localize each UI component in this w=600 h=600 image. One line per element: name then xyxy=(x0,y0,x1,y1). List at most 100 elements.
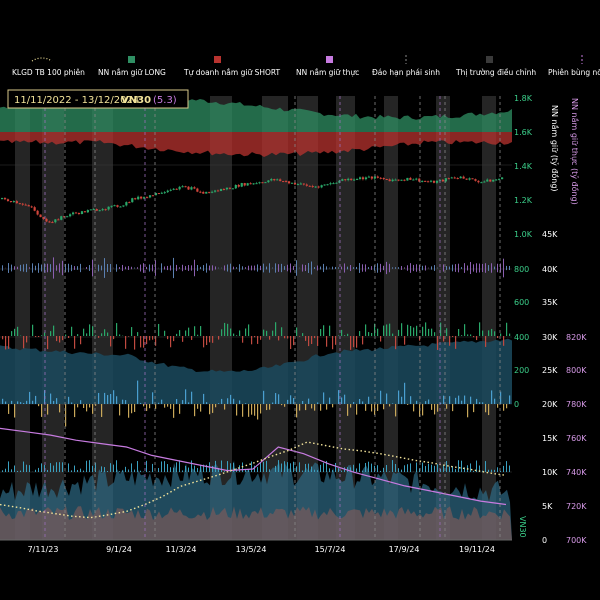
flow-bar xyxy=(296,466,297,472)
holding-tick-label: 10K xyxy=(542,468,558,477)
flow-bar xyxy=(53,257,54,279)
flow-bar xyxy=(206,336,208,345)
flow-bar xyxy=(239,264,240,272)
flow-bar xyxy=(128,266,129,270)
price-candle xyxy=(9,201,13,203)
price-candle xyxy=(199,191,202,193)
legend-label: NN nắm giữ LONG xyxy=(98,68,166,77)
flow-bar xyxy=(458,263,459,273)
flow-bar xyxy=(377,328,379,336)
flow-bar xyxy=(365,462,366,472)
flow-bar xyxy=(359,263,360,273)
flow-bar xyxy=(242,336,244,343)
flow-bar xyxy=(137,267,138,269)
price-candle xyxy=(237,184,240,187)
price-candle xyxy=(160,192,163,194)
flow-bars xyxy=(2,257,511,472)
flow-bar xyxy=(131,404,133,414)
price-candle xyxy=(287,181,291,184)
flow-bar xyxy=(482,330,484,336)
flow-bar xyxy=(332,266,333,270)
flow-bar xyxy=(500,391,502,404)
flow-bar xyxy=(239,330,241,336)
flow-bar xyxy=(368,332,370,336)
flow-bar xyxy=(17,326,19,336)
flow-bar xyxy=(407,265,408,271)
price-candle xyxy=(60,216,63,220)
flow-bar xyxy=(11,400,13,404)
flow-bar xyxy=(107,264,108,272)
flow-bar xyxy=(161,263,162,273)
flow-bar xyxy=(182,264,183,272)
flow-bar xyxy=(113,336,115,340)
flow-bar xyxy=(395,336,397,350)
flow-bar xyxy=(494,398,496,404)
flow-bar xyxy=(209,336,211,343)
legend-label: NN nắm giữ thực xyxy=(296,68,359,77)
price-candle xyxy=(353,179,356,181)
price-candle xyxy=(231,188,234,190)
flow-bar xyxy=(170,404,172,409)
flow-bar xyxy=(203,265,204,271)
header-frame xyxy=(7,89,189,109)
flow-bar xyxy=(233,333,235,336)
flow-bar xyxy=(314,267,315,269)
flow-bar xyxy=(170,467,171,472)
flow-bar xyxy=(485,336,487,347)
flow-bar xyxy=(95,462,96,472)
flow-bar xyxy=(458,329,460,336)
price-candle xyxy=(391,179,394,182)
flow-bar xyxy=(398,329,400,336)
flow-bar xyxy=(386,324,388,336)
flow-bar xyxy=(497,467,498,472)
flow-bar xyxy=(56,336,58,342)
flow-bar xyxy=(146,460,147,472)
flow-bar xyxy=(251,265,252,271)
price-candle xyxy=(285,181,288,183)
price-candle xyxy=(323,184,326,186)
flow-bar xyxy=(320,464,321,472)
flow-bar xyxy=(320,266,321,270)
price-candle xyxy=(276,179,279,181)
price-candle xyxy=(382,178,385,180)
flow-bar xyxy=(137,332,139,336)
price-candle xyxy=(219,189,223,192)
flow-bar xyxy=(116,396,118,404)
legend-swatch xyxy=(326,56,333,63)
flow-bar xyxy=(26,464,27,472)
flow-bar xyxy=(461,335,463,336)
flow-bar xyxy=(308,336,310,347)
flow-bar xyxy=(176,264,177,272)
flow-bar xyxy=(17,470,18,472)
volume-axis-title: VN30 xyxy=(518,516,527,538)
flow-bar xyxy=(74,465,75,472)
flow-bar xyxy=(386,464,387,472)
flow-bar xyxy=(434,404,436,415)
flow-bar xyxy=(8,404,10,414)
flow-bar xyxy=(206,402,208,404)
flow-bar xyxy=(89,460,90,472)
flow-bar xyxy=(494,469,495,472)
flow-bar xyxy=(356,336,358,348)
flow-bar xyxy=(59,404,61,413)
price-candle xyxy=(498,179,501,181)
flow-bar xyxy=(473,336,475,338)
flow-bar xyxy=(71,326,73,336)
flow-bar xyxy=(491,263,492,273)
price-candle xyxy=(216,190,220,192)
price-candle xyxy=(314,186,317,188)
price-candle xyxy=(474,179,477,181)
flow-bar xyxy=(107,395,109,404)
flow-bar xyxy=(506,322,508,336)
price-candle xyxy=(83,211,87,213)
price-candle xyxy=(441,179,445,182)
price-candle xyxy=(134,198,137,200)
flow-bar xyxy=(329,397,331,404)
flow-bar xyxy=(95,404,97,406)
flow-bar xyxy=(452,264,453,272)
flow-bar xyxy=(365,404,367,411)
flow-bar xyxy=(113,390,115,404)
price-candle xyxy=(444,178,447,182)
flow-bar xyxy=(338,390,340,404)
flow-bar xyxy=(467,265,468,271)
